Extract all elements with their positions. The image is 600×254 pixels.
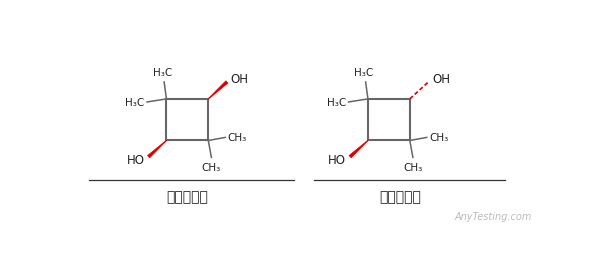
Text: CH₃: CH₃ [227, 133, 247, 143]
Text: CH₃: CH₃ [202, 162, 221, 172]
Text: CH₃: CH₃ [403, 162, 422, 172]
Text: 顺式异构体: 顺式异构体 [166, 190, 208, 204]
Polygon shape [148, 141, 167, 158]
Text: AnyTesting.com: AnyTesting.com [455, 211, 532, 221]
Text: HO: HO [328, 154, 346, 167]
Polygon shape [349, 141, 368, 158]
Text: H₃C: H₃C [355, 68, 374, 78]
Text: OH: OH [432, 73, 450, 86]
Text: H₃C: H₃C [125, 98, 145, 107]
Text: HO: HO [127, 154, 145, 167]
Polygon shape [208, 82, 228, 100]
Text: H₃C: H₃C [153, 68, 172, 78]
Text: H₃C: H₃C [327, 98, 346, 107]
Text: 反式异构体: 反式异构体 [380, 190, 421, 204]
Text: OH: OH [231, 73, 249, 86]
Text: CH₃: CH₃ [429, 133, 448, 143]
